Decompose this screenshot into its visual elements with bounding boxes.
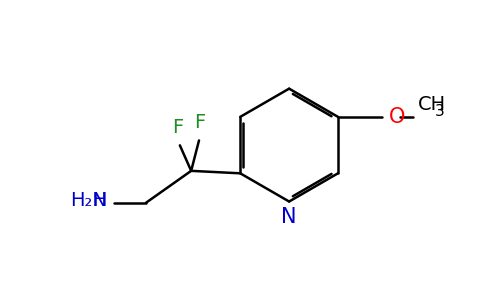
Text: H: H <box>92 191 107 210</box>
Text: H₂N: H₂N <box>70 191 107 210</box>
Text: O: O <box>389 107 405 127</box>
Text: F: F <box>172 118 183 137</box>
Text: F: F <box>195 112 206 132</box>
Text: CH: CH <box>418 95 446 114</box>
Text: N: N <box>281 207 297 227</box>
Text: 3: 3 <box>435 104 445 119</box>
